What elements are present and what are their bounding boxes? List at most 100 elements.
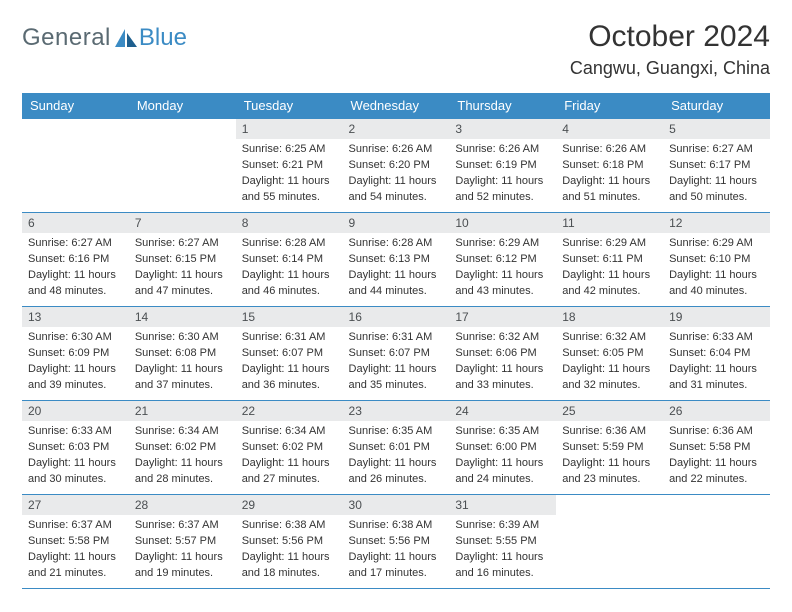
- calendar-cell: 30Sunrise: 6:38 AMSunset: 5:56 PMDayligh…: [343, 495, 450, 589]
- day-info: Sunrise: 6:39 AMSunset: 5:55 PMDaylight:…: [449, 515, 556, 586]
- day-number: 20: [22, 401, 129, 421]
- day-info: Sunrise: 6:38 AMSunset: 5:56 PMDaylight:…: [343, 515, 450, 586]
- day-info: Sunrise: 6:37 AMSunset: 5:58 PMDaylight:…: [22, 515, 129, 586]
- day-number: 13: [22, 307, 129, 327]
- calendar-cell: 14Sunrise: 6:30 AMSunset: 6:08 PMDayligh…: [129, 307, 236, 401]
- calendar-cell: 1Sunrise: 6:25 AMSunset: 6:21 PMDaylight…: [236, 119, 343, 213]
- month-year-title: October 2024: [570, 20, 770, 54]
- day-number: 14: [129, 307, 236, 327]
- day-info: Sunrise: 6:28 AMSunset: 6:14 PMDaylight:…: [236, 233, 343, 304]
- calendar-cell: 25Sunrise: 6:36 AMSunset: 5:59 PMDayligh…: [556, 401, 663, 495]
- day-info: Sunrise: 6:27 AMSunset: 6:15 PMDaylight:…: [129, 233, 236, 304]
- day-info: Sunrise: 6:34 AMSunset: 6:02 PMDaylight:…: [236, 421, 343, 492]
- day-info: Sunrise: 6:27 AMSunset: 6:16 PMDaylight:…: [22, 233, 129, 304]
- day-number: 4: [556, 119, 663, 139]
- day-number: 24: [449, 401, 556, 421]
- calendar-cell: 13Sunrise: 6:30 AMSunset: 6:09 PMDayligh…: [22, 307, 129, 401]
- calendar-cell: 18Sunrise: 6:32 AMSunset: 6:05 PMDayligh…: [556, 307, 663, 401]
- calendar-cell: 3Sunrise: 6:26 AMSunset: 6:19 PMDaylight…: [449, 119, 556, 213]
- calendar-cell: 16Sunrise: 6:31 AMSunset: 6:07 PMDayligh…: [343, 307, 450, 401]
- day-number: 7: [129, 213, 236, 233]
- day-number: 29: [236, 495, 343, 515]
- day-number: 25: [556, 401, 663, 421]
- calendar-cell: 20Sunrise: 6:33 AMSunset: 6:03 PMDayligh…: [22, 401, 129, 495]
- calendar-table: Sunday Monday Tuesday Wednesday Thursday…: [22, 93, 770, 589]
- calendar-cell: 6Sunrise: 6:27 AMSunset: 6:16 PMDaylight…: [22, 213, 129, 307]
- weekday-header: Wednesday: [343, 93, 450, 119]
- day-info: Sunrise: 6:30 AMSunset: 6:08 PMDaylight:…: [129, 327, 236, 398]
- calendar-cell: [22, 119, 129, 213]
- calendar-week-row: 1Sunrise: 6:25 AMSunset: 6:21 PMDaylight…: [22, 119, 770, 213]
- day-info: Sunrise: 6:38 AMSunset: 5:56 PMDaylight:…: [236, 515, 343, 586]
- day-number: 31: [449, 495, 556, 515]
- day-info: Sunrise: 6:27 AMSunset: 6:17 PMDaylight:…: [663, 139, 770, 210]
- weekday-header: Sunday: [22, 93, 129, 119]
- day-number: 18: [556, 307, 663, 327]
- calendar-cell: 29Sunrise: 6:38 AMSunset: 5:56 PMDayligh…: [236, 495, 343, 589]
- calendar-week-row: 20Sunrise: 6:33 AMSunset: 6:03 PMDayligh…: [22, 401, 770, 495]
- calendar-week-row: 6Sunrise: 6:27 AMSunset: 6:16 PMDaylight…: [22, 213, 770, 307]
- weekday-header: Friday: [556, 93, 663, 119]
- day-info: Sunrise: 6:37 AMSunset: 5:57 PMDaylight:…: [129, 515, 236, 586]
- calendar-cell: 5Sunrise: 6:27 AMSunset: 6:17 PMDaylight…: [663, 119, 770, 213]
- calendar-cell: 19Sunrise: 6:33 AMSunset: 6:04 PMDayligh…: [663, 307, 770, 401]
- day-number: 12: [663, 213, 770, 233]
- day-number: 6: [22, 213, 129, 233]
- calendar-cell: 8Sunrise: 6:28 AMSunset: 6:14 PMDaylight…: [236, 213, 343, 307]
- calendar-cell: 9Sunrise: 6:28 AMSunset: 6:13 PMDaylight…: [343, 213, 450, 307]
- day-number: 3: [449, 119, 556, 139]
- day-number: 30: [343, 495, 450, 515]
- calendar-cell: 23Sunrise: 6:35 AMSunset: 6:01 PMDayligh…: [343, 401, 450, 495]
- weekday-header: Tuesday: [236, 93, 343, 119]
- day-number: 26: [663, 401, 770, 421]
- day-number: 11: [556, 213, 663, 233]
- calendar-cell: 4Sunrise: 6:26 AMSunset: 6:18 PMDaylight…: [556, 119, 663, 213]
- day-info: Sunrise: 6:29 AMSunset: 6:11 PMDaylight:…: [556, 233, 663, 304]
- location-subtitle: Cangwu, Guangxi, China: [570, 58, 770, 79]
- calendar-body: 1Sunrise: 6:25 AMSunset: 6:21 PMDaylight…: [22, 119, 770, 589]
- calendar-cell: [556, 495, 663, 589]
- calendar-cell: 17Sunrise: 6:32 AMSunset: 6:06 PMDayligh…: [449, 307, 556, 401]
- calendar-cell: 21Sunrise: 6:34 AMSunset: 6:02 PMDayligh…: [129, 401, 236, 495]
- day-number: 10: [449, 213, 556, 233]
- day-info: Sunrise: 6:32 AMSunset: 6:06 PMDaylight:…: [449, 327, 556, 398]
- day-info: Sunrise: 6:36 AMSunset: 5:58 PMDaylight:…: [663, 421, 770, 492]
- day-info: Sunrise: 6:26 AMSunset: 6:20 PMDaylight:…: [343, 139, 450, 210]
- brand-word-general: General: [22, 24, 111, 52]
- page-header: General Blue October 2024 Cangwu, Guangx…: [22, 20, 770, 79]
- calendar-cell: 11Sunrise: 6:29 AMSunset: 6:11 PMDayligh…: [556, 213, 663, 307]
- day-number: 15: [236, 307, 343, 327]
- calendar-cell: 31Sunrise: 6:39 AMSunset: 5:55 PMDayligh…: [449, 495, 556, 589]
- calendar-week-row: 27Sunrise: 6:37 AMSunset: 5:58 PMDayligh…: [22, 495, 770, 589]
- title-block: October 2024 Cangwu, Guangxi, China: [570, 20, 770, 79]
- day-info: Sunrise: 6:28 AMSunset: 6:13 PMDaylight:…: [343, 233, 450, 304]
- day-info: Sunrise: 6:25 AMSunset: 6:21 PMDaylight:…: [236, 139, 343, 210]
- day-info: Sunrise: 6:26 AMSunset: 6:19 PMDaylight:…: [449, 139, 556, 210]
- weekday-header: Monday: [129, 93, 236, 119]
- weekday-header-row: Sunday Monday Tuesday Wednesday Thursday…: [22, 93, 770, 119]
- day-number: 19: [663, 307, 770, 327]
- calendar-cell: 10Sunrise: 6:29 AMSunset: 6:12 PMDayligh…: [449, 213, 556, 307]
- calendar-cell: 24Sunrise: 6:35 AMSunset: 6:00 PMDayligh…: [449, 401, 556, 495]
- weekday-header: Saturday: [663, 93, 770, 119]
- day-info: Sunrise: 6:31 AMSunset: 6:07 PMDaylight:…: [236, 327, 343, 398]
- day-info: Sunrise: 6:30 AMSunset: 6:09 PMDaylight:…: [22, 327, 129, 398]
- calendar-cell: [129, 119, 236, 213]
- day-info: Sunrise: 6:35 AMSunset: 6:00 PMDaylight:…: [449, 421, 556, 492]
- day-info: Sunrise: 6:34 AMSunset: 6:02 PMDaylight:…: [129, 421, 236, 492]
- day-info: Sunrise: 6:33 AMSunset: 6:03 PMDaylight:…: [22, 421, 129, 492]
- day-number: 5: [663, 119, 770, 139]
- day-info: Sunrise: 6:36 AMSunset: 5:59 PMDaylight:…: [556, 421, 663, 492]
- day-number: 22: [236, 401, 343, 421]
- calendar-cell: 28Sunrise: 6:37 AMSunset: 5:57 PMDayligh…: [129, 495, 236, 589]
- day-info: Sunrise: 6:31 AMSunset: 6:07 PMDaylight:…: [343, 327, 450, 398]
- day-info: Sunrise: 6:26 AMSunset: 6:18 PMDaylight:…: [556, 139, 663, 210]
- brand-sail-icon: [113, 27, 139, 49]
- day-number: 2: [343, 119, 450, 139]
- day-info: Sunrise: 6:29 AMSunset: 6:12 PMDaylight:…: [449, 233, 556, 304]
- day-number: 1: [236, 119, 343, 139]
- calendar-cell: 7Sunrise: 6:27 AMSunset: 6:15 PMDaylight…: [129, 213, 236, 307]
- day-number: 17: [449, 307, 556, 327]
- day-number: 28: [129, 495, 236, 515]
- weekday-header: Thursday: [449, 93, 556, 119]
